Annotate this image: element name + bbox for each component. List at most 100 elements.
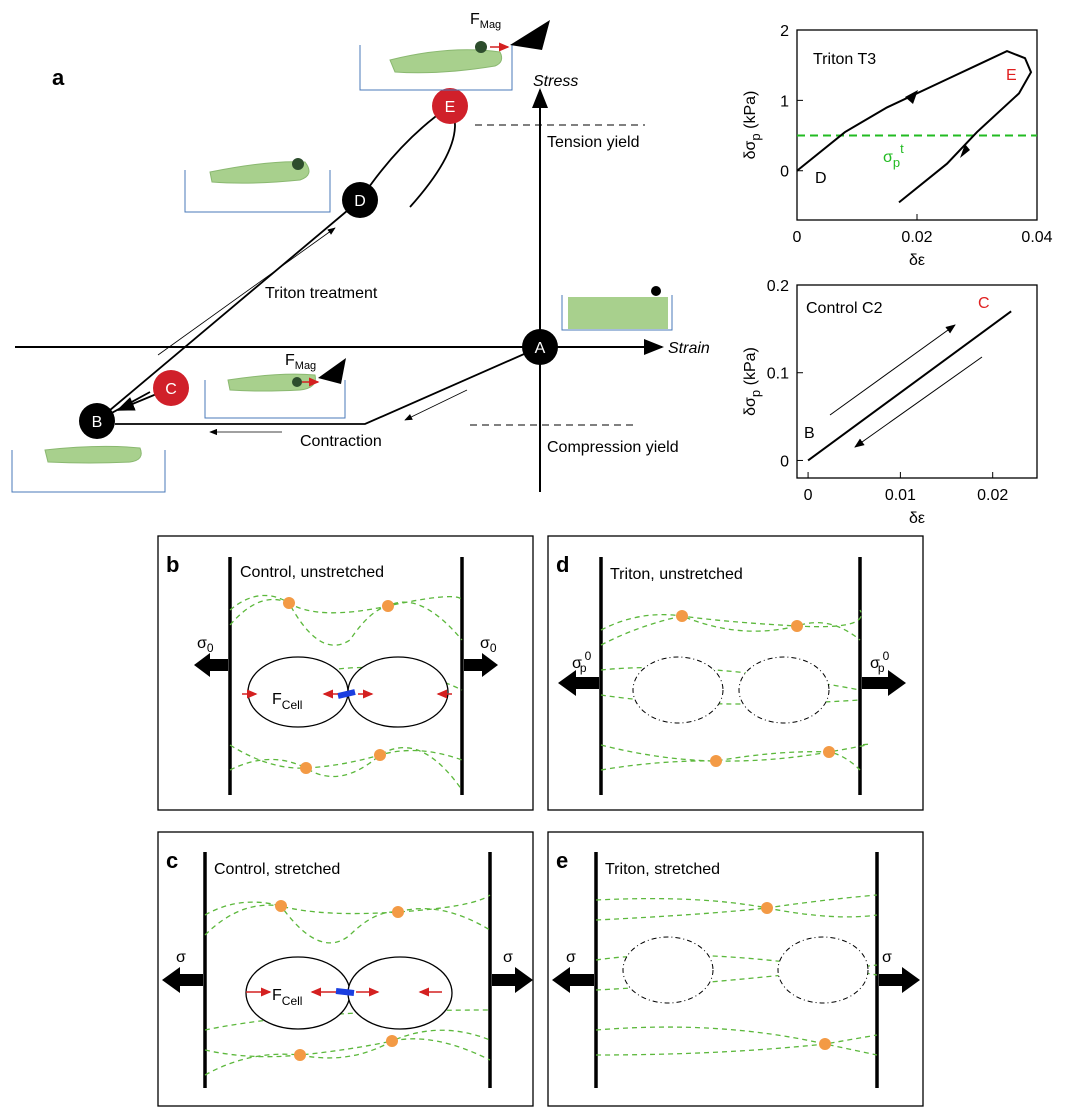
node: E [432, 88, 468, 124]
force-sub: Mag [480, 19, 501, 31]
x-axis-label: δε [909, 510, 925, 527]
stress-sub: p [580, 661, 587, 675]
y-tick-label: 0 [780, 164, 789, 181]
stress-sub: p [878, 661, 885, 675]
reference-label: σpt [883, 141, 904, 170]
force-sub: Cell [282, 994, 303, 1008]
y-axis-symbol: δσ [742, 140, 759, 159]
panel-a: a Strain Stress Tension yield Compressio… [12, 11, 710, 492]
panel-d: d Triton, unstretched σp0 σp0 [548, 536, 923, 810]
node: C [153, 370, 189, 406]
y-axis-sub: p [748, 390, 763, 397]
chart-title: Triton T3 [813, 51, 876, 68]
x-tick-label: 0.01 [885, 487, 916, 504]
node-label: B [92, 414, 103, 431]
stress-label: σ [882, 949, 892, 966]
chart: 0 0.01 0.02 0 0.1 0.2 δε δσp (kPa) Control C2 B C [742, 278, 1037, 527]
annotation: D [815, 170, 827, 187]
stress-sub: 0 [490, 641, 497, 655]
path [97, 200, 360, 421]
node: B [79, 403, 115, 439]
y-axis-label: δσp (kPa) [742, 91, 763, 160]
y-tick-label: 1 [780, 93, 789, 110]
node: D [342, 182, 378, 218]
node-label: D [354, 193, 366, 210]
y-axis-symbol: δσ [742, 397, 759, 416]
panel-label: e [556, 848, 568, 873]
annotation: B [804, 425, 815, 442]
stress-label: σ0 [197, 635, 214, 655]
panel-title: Triton, stretched [605, 861, 720, 878]
y-axis-label: δσp (kPa) [742, 347, 763, 416]
panel-title: Control, stretched [214, 861, 340, 878]
stress-label: σp0 [572, 649, 592, 675]
panel-b: b Control, unstretched FCell σ0 σ0 [158, 536, 533, 810]
reference-symbol: σ [883, 149, 893, 166]
data-line [808, 311, 1011, 460]
x-tick-label: 0.02 [901, 229, 932, 246]
stress-label: σ0 [480, 635, 497, 655]
magnet [318, 358, 346, 384]
direction-arrow [830, 325, 955, 415]
path-label: Triton treatment [265, 285, 378, 302]
x-tick-label: 0 [804, 487, 813, 504]
stress-symbol: σ [197, 635, 207, 652]
force-symbol: F [272, 987, 282, 1004]
stress-label: σ [566, 949, 576, 966]
node-label: E [445, 99, 456, 116]
force-sub: Cell [282, 698, 303, 712]
y-tick-label: 0 [780, 453, 789, 470]
panel-title: Control, unstretched [240, 564, 384, 581]
stress-sub: 0 [207, 641, 214, 655]
force-symbol: F [470, 11, 480, 28]
axis-label: Strain [668, 340, 710, 357]
panel-title: Triton, unstretched [610, 566, 743, 583]
y-tick-label: 0.2 [767, 278, 789, 295]
panel-e: e Triton, stretched σ σ [548, 832, 923, 1106]
panel-c: c Control, stretched FCell σ σ [158, 832, 533, 1106]
force-symbol: F [272, 691, 282, 708]
annotation: C [978, 295, 990, 312]
force-label: FMag [285, 352, 316, 372]
stress-symbol: σ [480, 635, 490, 652]
y-axis-sub: p [748, 133, 763, 140]
stress-sup: 0 [585, 649, 592, 663]
stress-sup: 0 [883, 649, 890, 663]
force-label: FMag [470, 11, 501, 31]
x-tick-label: 0 [793, 229, 802, 246]
direction-arrow [905, 90, 918, 104]
node-label: C [165, 381, 177, 398]
stress-label: σp0 [870, 649, 890, 675]
y-tick-label: 0.1 [767, 366, 789, 383]
path [360, 106, 450, 200]
chart-title: Control C2 [806, 300, 883, 317]
panel-label: a [52, 65, 65, 90]
panel-label: c [166, 848, 178, 873]
force-symbol: F [285, 352, 295, 369]
stress-label: σ [176, 949, 186, 966]
reference-sub: p [893, 155, 900, 170]
x-tick-label: 0.02 [977, 487, 1008, 504]
x-axis-label: δε [909, 252, 925, 269]
direction-arrow [960, 144, 970, 158]
axis-label: Stress [533, 73, 578, 90]
data-line [797, 51, 1031, 202]
stress-label: σ [503, 949, 513, 966]
yield-label: Tension yield [547, 134, 640, 151]
reference-sup: t [900, 141, 904, 156]
figure: a Strain Stress Tension yield Compressio… [0, 0, 1074, 1107]
node-label: A [535, 340, 546, 357]
arrow [405, 390, 467, 420]
x-tick-label: 0.04 [1021, 229, 1052, 246]
y-axis-unit: (kPa) [742, 347, 759, 390]
annotation: E [1006, 67, 1017, 84]
panel-label: d [556, 552, 569, 577]
path-label: Contraction [300, 433, 382, 450]
y-axis-unit: (kPa) [742, 91, 759, 134]
direction-arrow [855, 357, 982, 447]
y-tick-label: 2 [780, 23, 789, 40]
magnet [510, 20, 550, 50]
force-sub: Mag [295, 360, 316, 372]
yield-label: Compression yield [547, 439, 679, 456]
